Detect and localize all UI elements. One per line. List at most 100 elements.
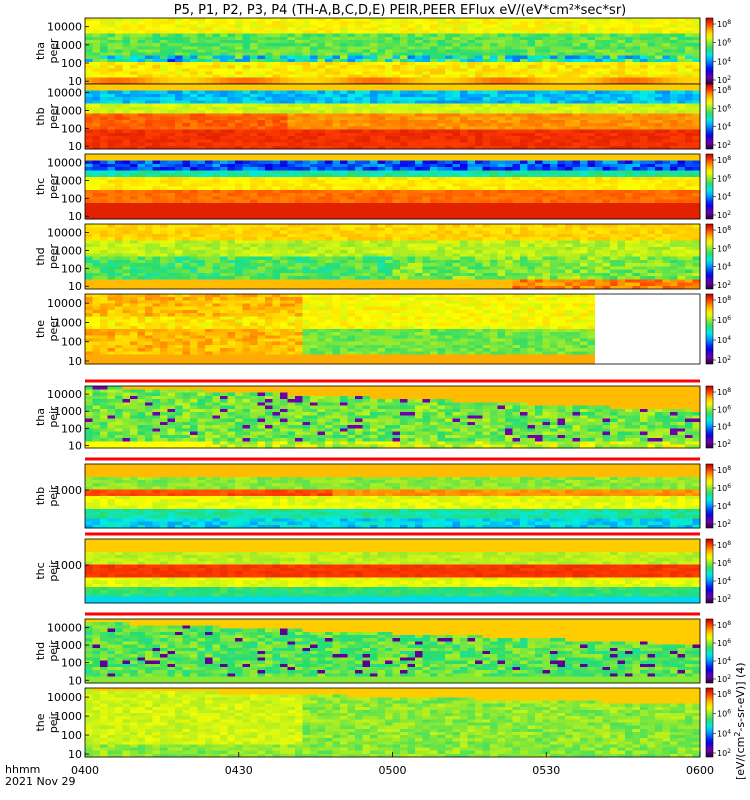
spectrogram-cell	[400, 163, 408, 168]
spectrogram-cell	[340, 71, 348, 75]
spectrogram-cell	[242, 160, 251, 165]
spectrogram-cell	[670, 52, 678, 57]
spectrogram-cell	[662, 40, 671, 44]
spectrogram-cell	[347, 142, 356, 147]
spectrogram-cell	[535, 46, 543, 50]
spectrogram-cell	[362, 154, 371, 158]
spectrogram-cell	[670, 160, 678, 165]
spectrogram-cell	[280, 93, 288, 98]
spectrogram-cell	[602, 139, 611, 143]
spectrogram-cell	[152, 80, 161, 85]
spectrogram-cell	[340, 176, 348, 181]
spectrogram-cell	[220, 93, 228, 98]
spectrogram-cell	[340, 132, 348, 137]
spectrogram-cell	[467, 49, 476, 53]
spectrogram-cell	[295, 167, 303, 171]
spectrogram-cell	[235, 74, 243, 79]
spectrogram-cell	[610, 49, 618, 53]
spectrogram-cell	[212, 97, 221, 101]
spectrogram-cell	[662, 97, 671, 101]
spectrogram-cell	[377, 33, 386, 38]
spectrogram-cell	[595, 173, 603, 178]
spectrogram-cell	[377, 136, 386, 140]
spectrogram-cell	[475, 145, 483, 150]
spectrogram-cell	[257, 154, 266, 158]
spectrogram-cell	[295, 46, 303, 50]
spectrogram-cell	[160, 157, 168, 161]
spectrogram-cell	[317, 170, 326, 174]
spectrogram-cell	[520, 87, 528, 91]
spectrogram-cell	[160, 183, 168, 187]
spectrogram-cell	[362, 106, 371, 111]
spectrogram-cell	[505, 142, 513, 147]
spectrogram-cell	[122, 71, 131, 75]
spectrogram-cell	[362, 202, 371, 207]
spectrogram-cell	[85, 71, 93, 75]
spectrogram-cell	[332, 33, 341, 38]
spectrogram-cell	[212, 215, 221, 220]
spectrogram-cell	[385, 46, 393, 50]
spectrogram-cell	[92, 52, 101, 57]
spectrogram-cell	[670, 40, 678, 44]
spectrogram-cell	[595, 154, 603, 158]
spectrogram-cell	[100, 202, 108, 207]
spectrogram-cell	[317, 74, 326, 79]
spectrogram-cell	[670, 65, 678, 69]
spectrogram-cell	[235, 93, 243, 98]
spectrogram-cell	[392, 189, 401, 194]
spectrogram-cell	[415, 163, 423, 168]
spectrogram-cell	[445, 71, 453, 75]
spectrogram-cell	[497, 43, 506, 47]
spectrogram-cell	[122, 189, 131, 194]
spectrogram-cell	[272, 136, 281, 140]
spectrogram-cell	[572, 154, 581, 158]
spectrogram-cell	[332, 71, 341, 75]
spectrogram-cell	[392, 18, 401, 22]
spectrogram-cell	[550, 62, 558, 66]
spectrogram-cell	[145, 18, 153, 22]
spectrogram-cell	[92, 36, 101, 41]
spectrogram-cell	[137, 136, 146, 140]
spectrogram-cell	[587, 24, 596, 28]
spectrogram-cell	[137, 62, 146, 66]
spectrogram-cell	[152, 77, 161, 82]
spectrogram-cell	[377, 93, 386, 98]
spectrogram-cell	[625, 21, 633, 25]
spectrogram-cell	[317, 77, 326, 82]
spectrogram-cell	[437, 55, 446, 60]
spectrogram-cell	[497, 110, 506, 114]
spectrogram-cell	[437, 132, 446, 137]
spectrogram-cell	[527, 58, 536, 63]
spectrogram-cell	[332, 163, 341, 168]
spectrogram-cell	[580, 65, 588, 69]
spectrogram-cell	[557, 180, 566, 184]
spectrogram-cell	[362, 176, 371, 181]
spectrogram-cell	[587, 97, 596, 101]
spectrogram-cell	[392, 84, 401, 88]
spectrogram-cell	[452, 119, 461, 124]
spectrogram-cell	[272, 55, 281, 60]
spectrogram-cell	[137, 113, 146, 117]
spectrogram-cell	[610, 173, 618, 178]
spectrogram-cell	[535, 77, 543, 82]
spectrogram-cell	[647, 126, 656, 130]
spectrogram-cell	[85, 189, 93, 194]
spectrogram-cell	[197, 27, 206, 31]
spectrogram-cell	[137, 202, 146, 207]
spectrogram-cell	[197, 43, 206, 47]
spectrogram-cell	[160, 100, 168, 104]
spectrogram-cell	[92, 202, 101, 207]
spectrogram-cell	[437, 173, 446, 178]
spectrogram-cell	[602, 163, 611, 168]
spectrogram-cell	[550, 55, 558, 60]
spectrogram-cell	[460, 189, 468, 194]
spectrogram-cell	[377, 202, 386, 207]
spectrogram-cell	[130, 180, 138, 184]
spectrogram-cell	[662, 145, 671, 150]
spectrogram-cell	[130, 215, 138, 220]
spectrogram-cell	[595, 119, 603, 124]
spectrogram-cell	[100, 183, 108, 187]
spectrogram-cell	[415, 157, 423, 161]
spectrogram-cell	[250, 40, 258, 44]
